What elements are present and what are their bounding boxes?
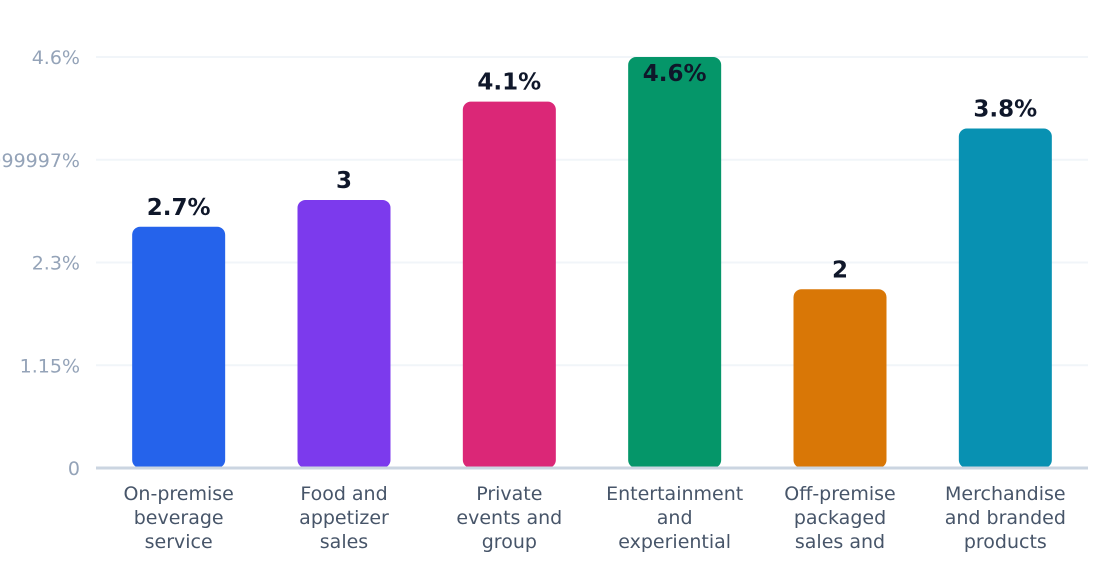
data-label: 4.6% — [643, 61, 707, 87]
bars — [132, 57, 1052, 468]
x-tick-label-line: Entertainment — [606, 483, 743, 505]
bar — [132, 226, 226, 468]
bar — [462, 101, 556, 468]
x-tick-label-line: beverage — [134, 507, 224, 529]
bar — [793, 289, 887, 468]
x-tick-label-line: packaged — [794, 507, 886, 529]
x-tick-label-line: Off-premise — [784, 483, 895, 505]
bar — [297, 199, 391, 468]
data-label: 3.8% — [973, 96, 1037, 122]
y-tick-label: 4.6% — [32, 47, 80, 69]
x-tick-label-line: appetizer — [299, 507, 389, 529]
x-tick-label-line: sales — [320, 531, 368, 553]
data-label: 2.7% — [147, 195, 211, 221]
data-label: 2 — [832, 257, 848, 283]
x-tick-label-line: Food and — [300, 483, 387, 505]
x-tick-label-line: group — [482, 531, 537, 553]
y-tick-label: 3.4499999999999997% — [0, 150, 80, 172]
x-tick-label-line: products — [964, 531, 1047, 553]
data-labels: 2.7% 3 4.1% 4.6% 2 3.8% — [147, 61, 1037, 283]
y-axis-ticks: 0 1.15% 2.3% 3.4499999999999997% 4.6% — [0, 47, 80, 480]
x-tick-label-line: sales and — [795, 531, 885, 553]
y-tick-label: 2.3% — [32, 253, 80, 275]
x-tick-label-line: and — [657, 507, 693, 529]
x-tick-label-line: and branded — [945, 507, 1066, 529]
bar — [958, 128, 1052, 468]
x-tick-label-line: events and — [456, 507, 562, 529]
x-tick-label-line: Merchandise — [945, 483, 1066, 505]
y-tick-label: 0 — [68, 458, 80, 480]
y-tick-label: 1.15% — [20, 355, 80, 377]
x-tick-label-line: Private — [476, 483, 542, 505]
x-tick-label-line: On-premise — [123, 483, 233, 505]
gridlines — [96, 56, 1088, 367]
x-tick-label-line: service — [145, 531, 213, 553]
x-tick-label-line: experiential — [618, 531, 731, 553]
data-label: 3 — [336, 168, 352, 194]
data-label: 4.1% — [477, 70, 541, 96]
bar — [628, 57, 722, 468]
